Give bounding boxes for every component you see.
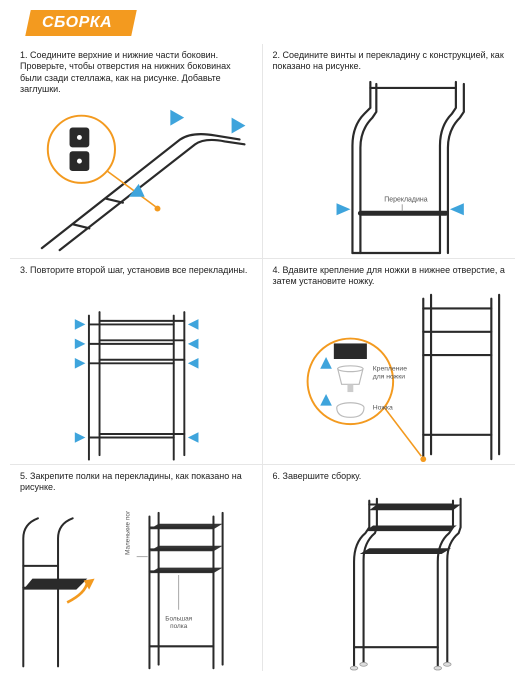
step-5-diagram: Маленькие полки Большаяполка: [10, 511, 262, 671]
step-1-text: 1. Соедините верхние и нижние части боко…: [20, 50, 252, 95]
step-4: 4. Вдавите крепление для ножки в нижнее …: [263, 259, 516, 465]
title-badge-text: СБОРКА: [42, 14, 112, 32]
step-4-diagram: Креплениедля ножки Ножка: [263, 289, 516, 464]
leg-mount-label: Креплениедля ножки: [372, 366, 406, 381]
step-6-diagram: [263, 495, 516, 671]
big-shelf-label: Большаяполка: [165, 616, 192, 630]
step-5: 5. Закрепите полки на перекладины, как п…: [10, 465, 263, 671]
step-6-text: 6. Завершите сборку.: [273, 471, 506, 482]
step-6: 6. Завершите сборку.: [263, 465, 516, 671]
step-3-text: 3. Повторите второй шаг, установив все п…: [20, 265, 252, 276]
steps-grid: 1. Соедините верхние и нижние части боко…: [10, 44, 515, 671]
step-4-text: 4. Вдавите крепление для ножки в нижнее …: [273, 265, 506, 288]
leg-label: Ножка: [372, 405, 392, 412]
step-1-diagram: [10, 90, 262, 258]
step-1: 1. Соедините верхние и нижние части боко…: [10, 44, 263, 259]
crossbar-label: Перекладина: [384, 196, 427, 203]
small-shelves-label: Маленькие полки: [124, 511, 131, 555]
step-5-text: 5. Закрепите полки на перекладины, как п…: [20, 471, 252, 494]
step-3-diagram: [10, 305, 262, 464]
step-2-text: 2. Соедините винты и перекладину с конст…: [273, 50, 506, 73]
step-3: 3. Повторите второй шаг, установив все п…: [10, 259, 263, 465]
leg-foot-icon: [336, 403, 363, 418]
title-badge: СБОРКА: [25, 10, 137, 36]
step-2-diagram: Перекладина: [263, 74, 516, 258]
step-2: 2. Соедините винты и перекладину с конст…: [263, 44, 516, 259]
